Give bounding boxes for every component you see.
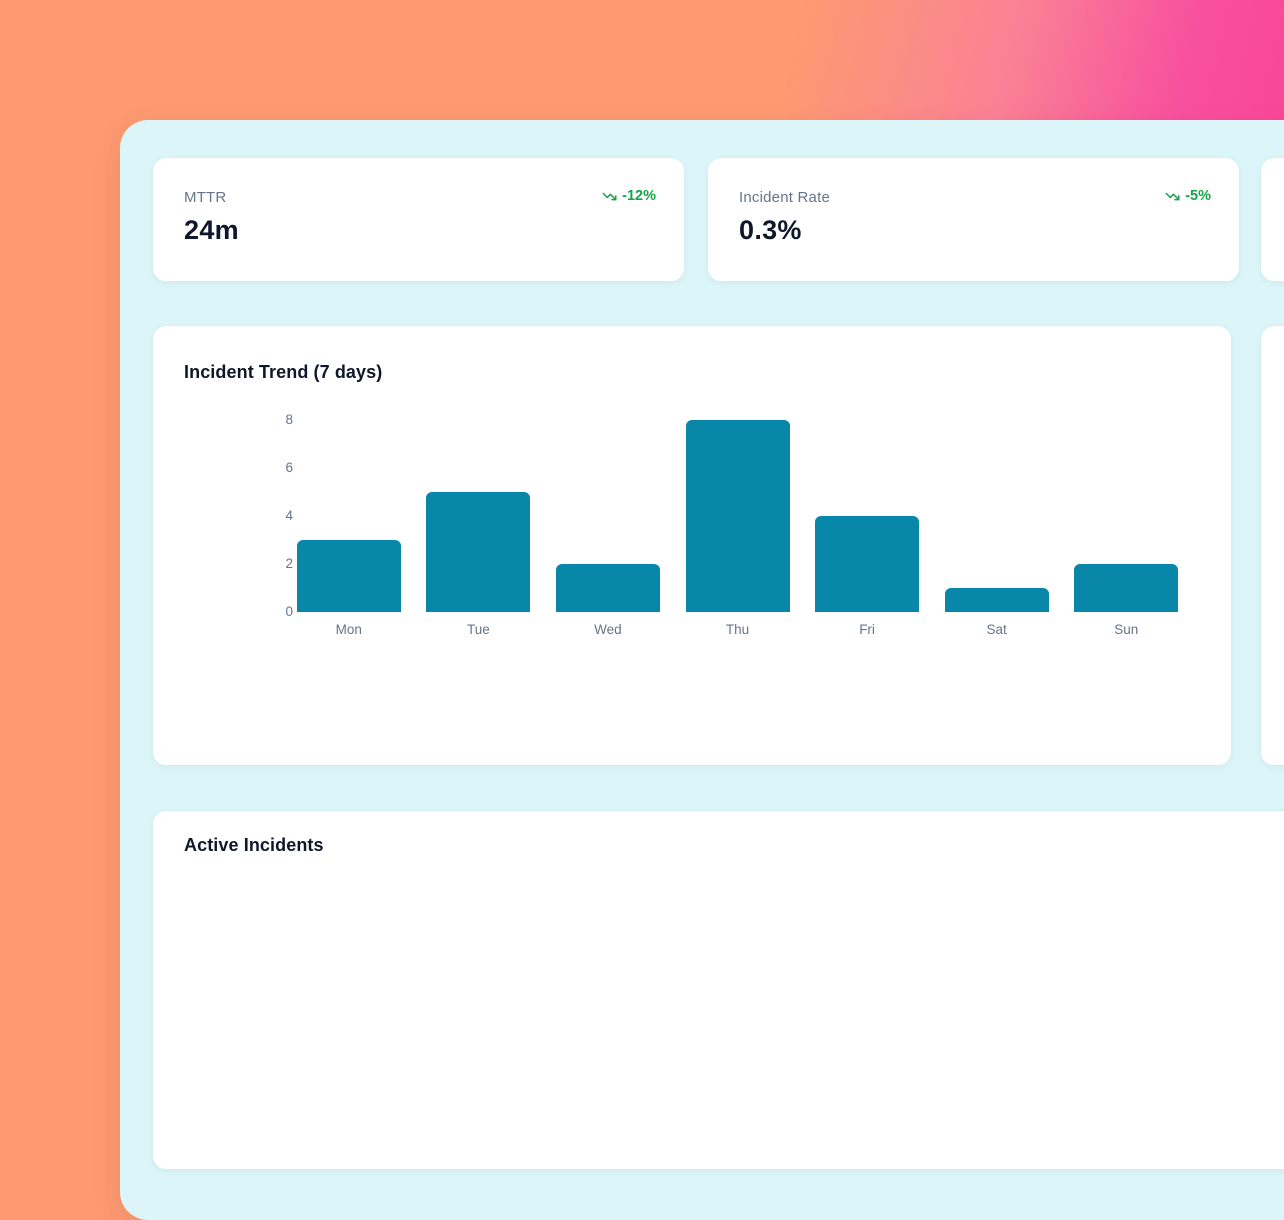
incident-trend-card: Incident Trend (7 days) 0 2 4 6 8 Mon Tue Wed Th…	[152, 325, 1232, 766]
bar-sun	[1074, 564, 1179, 612]
x-axis-label: Sat	[986, 622, 1007, 637]
kpi-card-incident-rate: Incident Rate 0.3% -5%	[707, 157, 1240, 282]
y-axis-tick-label: 0	[285, 604, 293, 619]
kpi-delta-text: -12%	[622, 188, 656, 204]
kpi-label: MTTR	[184, 189, 227, 206]
bar-thu	[685, 420, 790, 612]
bar-sat	[944, 588, 1049, 612]
trending-down-icon	[602, 189, 617, 204]
y-axis-tick-label: 8	[285, 412, 293, 427]
kpi-delta: -5%	[1165, 188, 1211, 204]
kpi-card-partial	[1260, 157, 1284, 282]
bar-wed	[555, 564, 660, 612]
section-title: Active Incidents	[184, 835, 324, 855]
y-axis-tick-label: 6	[285, 460, 293, 475]
trending-down-icon	[1165, 189, 1180, 204]
bar-fri	[815, 516, 920, 612]
chart-card-partial	[1260, 325, 1284, 766]
x-axis-label: Fri	[859, 622, 875, 637]
x-axis-label: Mon	[335, 622, 362, 637]
x-axis-label: Wed	[594, 622, 622, 637]
y-axis-tick-label: 2	[285, 556, 293, 571]
bar-tue	[426, 492, 531, 612]
y-axis-tick-label: 4	[285, 508, 293, 523]
kpi-card-mttr: MTTR 24m -12%	[152, 157, 685, 282]
kpi-delta: -12%	[602, 188, 656, 204]
chart-title: Incident Trend (7 days)	[184, 362, 383, 382]
kpi-value: 0.3%	[739, 215, 802, 245]
kpi-label: Incident Rate	[739, 189, 830, 206]
dashboard-panel: MTTR 24m -12% Incident Rate 0.3% -5%	[120, 120, 1284, 1220]
x-axis-label: Sun	[1114, 622, 1139, 637]
kpi-value: 24m	[184, 215, 239, 245]
active-incidents-card: Active Incidents	[152, 810, 1284, 1170]
bar-mon	[296, 540, 401, 612]
x-axis-label: Thu	[725, 622, 750, 637]
x-axis-label: Tue	[466, 622, 490, 637]
kpi-delta-text: -5%	[1185, 188, 1211, 204]
